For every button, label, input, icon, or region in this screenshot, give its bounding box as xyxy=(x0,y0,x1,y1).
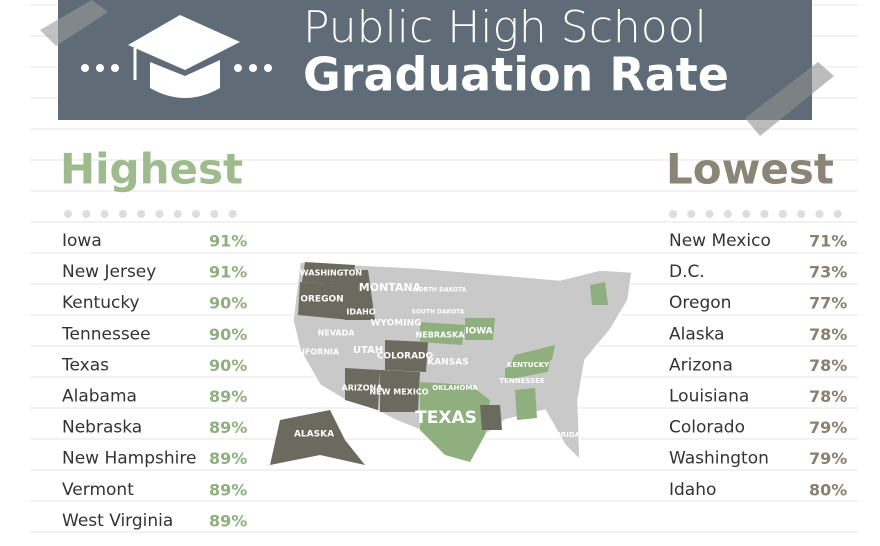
rate: 78% xyxy=(809,356,847,375)
state-name: Louisiana xyxy=(669,387,749,407)
state-label: TENNESSEE xyxy=(499,377,545,385)
state-label: OKLAHOMA xyxy=(432,384,478,392)
state-name: West Virginia xyxy=(62,511,173,531)
state-label: NEBRASKA xyxy=(416,331,466,340)
rate: 90% xyxy=(209,325,247,344)
rate: 79% xyxy=(809,449,847,468)
state-label: HAWAII xyxy=(371,448,400,456)
state-name: New Hampshire xyxy=(62,449,196,469)
dot xyxy=(687,210,696,218)
rate: 77% xyxy=(809,294,847,313)
state-label: ALASKA xyxy=(294,430,334,440)
title-line1: Public High School xyxy=(303,2,707,53)
state-label: CALIFORNIA xyxy=(285,348,340,357)
state-label: NEW MEXICO xyxy=(369,388,428,397)
dot xyxy=(228,210,237,218)
state-label: KENTUCKY xyxy=(507,361,550,369)
rate: 89% xyxy=(209,511,247,530)
lowest-title: Lowest xyxy=(666,145,834,194)
state-label: WYOMING xyxy=(371,319,422,329)
dot-row xyxy=(64,210,842,218)
state-name: Alaska xyxy=(669,324,725,344)
dot xyxy=(118,210,127,218)
dot xyxy=(192,210,201,218)
dot xyxy=(155,210,164,218)
state-label: MONTANA xyxy=(359,281,422,294)
dot xyxy=(815,210,824,218)
rate: 89% xyxy=(209,449,247,468)
dot xyxy=(100,210,109,218)
rate: 90% xyxy=(209,356,247,375)
dot xyxy=(137,210,146,218)
state-label: NEVADA xyxy=(318,329,356,338)
rate: 80% xyxy=(809,480,847,499)
state-label: IOWA xyxy=(465,327,493,337)
us-map xyxy=(270,261,633,465)
dot xyxy=(669,210,677,218)
state-name: Oregon xyxy=(669,293,731,313)
state-name: New Jersey xyxy=(62,262,156,282)
dot xyxy=(833,210,842,218)
rate: 89% xyxy=(209,418,247,437)
cap-icon xyxy=(81,15,272,98)
state-label: TEXAS xyxy=(415,408,477,428)
state-name: Colorado xyxy=(669,418,745,438)
rate: 91% xyxy=(209,263,247,282)
state-name: New Mexico xyxy=(669,231,771,251)
state-label: NORTH DAKOTA xyxy=(413,287,466,294)
rate: 71% xyxy=(809,232,847,251)
highest-title: Highest xyxy=(60,145,243,194)
dot xyxy=(723,210,732,218)
lists: Iowa 91% New Jersey 91% Kentucky 90% Tennessee… xyxy=(61,231,847,531)
dot xyxy=(797,210,806,218)
state-name: Iowa xyxy=(62,231,102,251)
dot xyxy=(64,210,72,218)
state-label: ARIZONA xyxy=(342,384,384,393)
rate: 89% xyxy=(209,387,247,406)
dot xyxy=(760,210,769,218)
state-label: KANSAS xyxy=(427,358,468,368)
state-label: SOUTH DAKOTA xyxy=(412,309,465,316)
rate: 73% xyxy=(809,263,847,282)
rate: 78% xyxy=(809,325,847,344)
title-line2: Graduation Rate xyxy=(303,48,729,102)
rate: 78% xyxy=(809,387,847,406)
rate: 89% xyxy=(209,480,247,499)
state-label: UTAH xyxy=(353,345,383,356)
dot xyxy=(778,210,787,218)
tape xyxy=(40,0,108,46)
state-name: Arizona xyxy=(669,355,733,375)
dot xyxy=(82,210,91,218)
state-label: FLORIDA xyxy=(546,431,581,439)
dot xyxy=(742,210,751,218)
state-name: D.C. xyxy=(669,262,705,282)
dot xyxy=(705,210,714,218)
state-name: Kentucky xyxy=(62,293,140,313)
rate: 90% xyxy=(209,294,247,313)
dot xyxy=(173,210,182,218)
state-name: Nebraska xyxy=(62,418,142,438)
state-name: Idaho xyxy=(669,480,716,500)
state-label: COLORADO xyxy=(377,352,434,362)
state-label: WASHINGTON xyxy=(300,269,362,278)
state-name: Texas xyxy=(61,355,109,375)
rate: 91% xyxy=(209,232,247,251)
rate: 79% xyxy=(809,418,847,437)
state-label: OREGON xyxy=(300,295,343,305)
state-name: Vermont xyxy=(62,480,134,500)
dot xyxy=(210,210,219,218)
state-name: Tennessee xyxy=(61,324,151,344)
state-name: Alabama xyxy=(62,387,137,407)
state-name: Washington xyxy=(669,449,769,469)
tape xyxy=(745,62,834,136)
state-label: IDAHO xyxy=(346,308,376,317)
